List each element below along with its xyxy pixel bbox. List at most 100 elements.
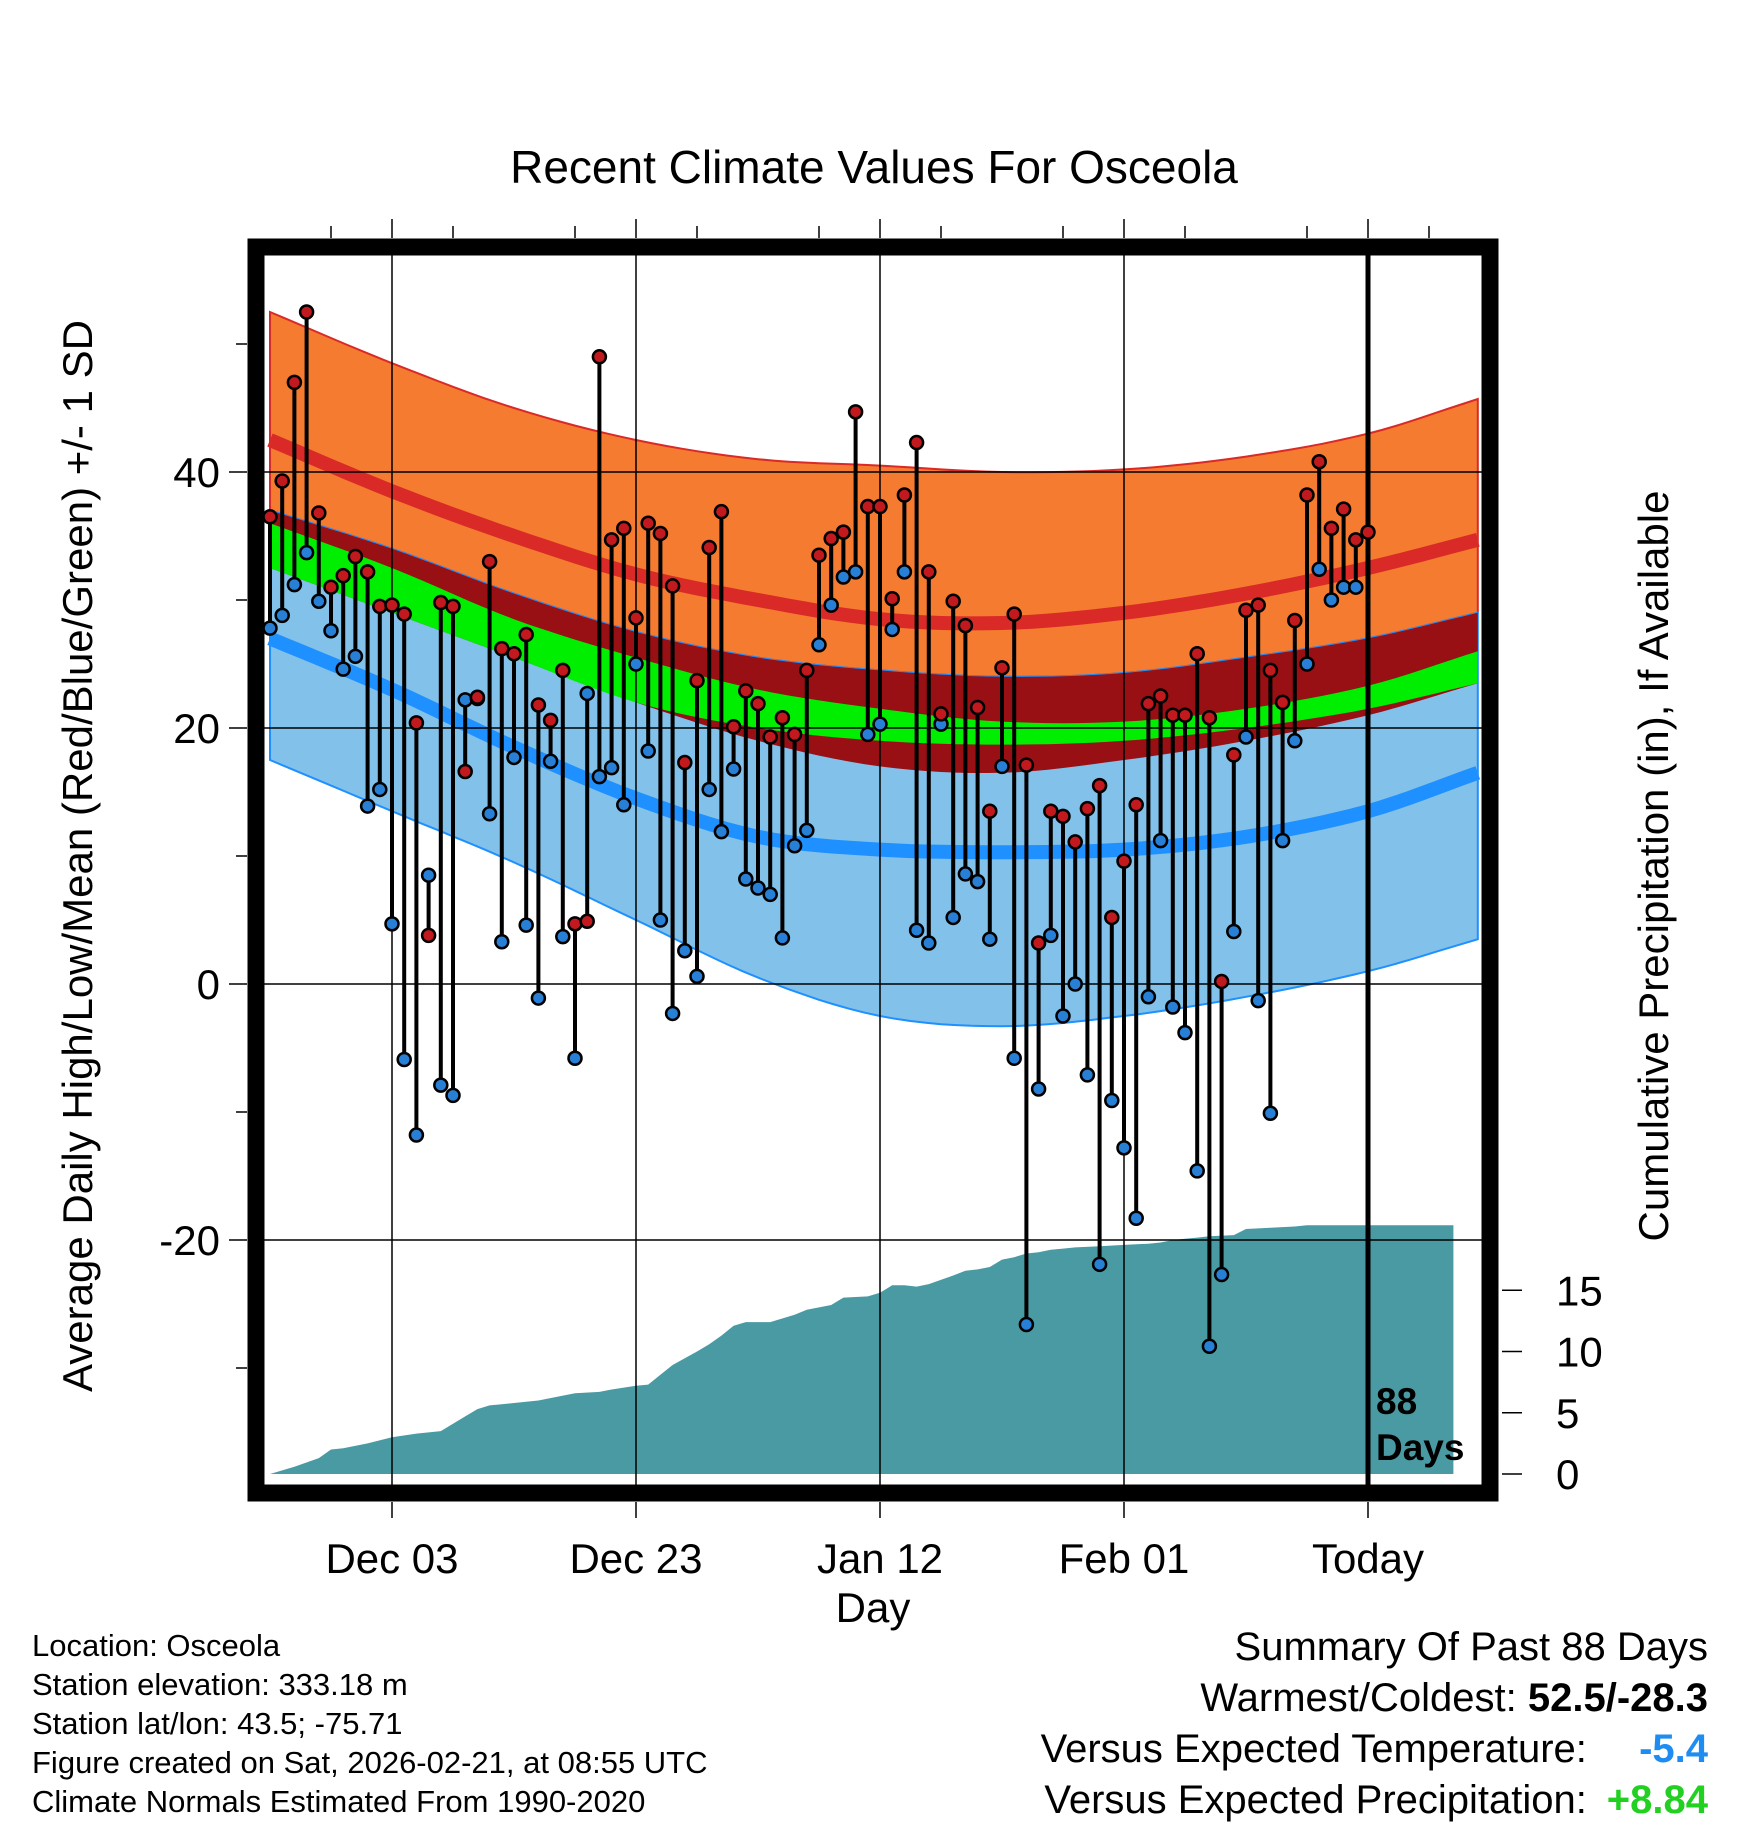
- daily-high-point: [1360, 524, 1376, 540]
- daily-low-point: [957, 866, 974, 882]
- daily-low-point: [1311, 561, 1327, 578]
- daily-high-point: [652, 525, 669, 542]
- daily-high-point: [969, 699, 986, 716]
- daily-high-point: [579, 913, 595, 930]
- daily-high-point: [1177, 707, 1193, 723]
- daily-high-point: [481, 553, 498, 570]
- daily-high-point: [1250, 597, 1266, 613]
- x-tick-label: Jan 12: [817, 1535, 943, 1582]
- daily-high-point: [408, 715, 425, 731]
- daily-low-point: [311, 593, 327, 610]
- daily-high-point: [811, 547, 827, 563]
- daily-low-point: [1201, 1338, 1218, 1354]
- station-latlon: Station lat/lon: 43.5; -75.71: [32, 1706, 403, 1741]
- daily-low-point: [652, 912, 669, 928]
- y-axis-label-left: Average Daily High/Low/Mean (Red/Blue/Gr…: [54, 320, 101, 1392]
- daily-high-point: [262, 509, 278, 525]
- daily-high-point: [1335, 501, 1352, 517]
- daily-high-point: [311, 505, 327, 521]
- warmest-coldest-value: 52.5/-28.3: [1527, 1676, 1708, 1720]
- summary-title: Summary Of Past 88 Days: [1234, 1625, 1708, 1669]
- precip-departure-row: Versus Expected Precipitation: +8.84: [1041, 1775, 1708, 1826]
- daily-low-point: [445, 1087, 461, 1104]
- daily-low-point: [799, 822, 815, 839]
- daily-low-point: [591, 768, 608, 785]
- mean-band: [270, 523, 1478, 745]
- plot-frame: [247, 238, 1499, 1502]
- warmest-coldest-label: Warmest/Coldest:: [1200, 1676, 1517, 1720]
- daily-low-point: [567, 1050, 583, 1066]
- daily-low-point: [811, 637, 827, 653]
- daily-high-point: [982, 803, 998, 819]
- y-tick-label-right: 0: [1556, 1451, 1579, 1498]
- y-axis-label-right: Cumulative Precipitation (in), If Availa…: [1630, 491, 1677, 1242]
- daily-low-point: [847, 564, 864, 580]
- daily-low-point: [1362, 0, 1375, 7]
- daily-low-point: [372, 781, 388, 798]
- daily-low-point: [860, 726, 876, 743]
- y-tick-label-right: 15: [1556, 1267, 1603, 1314]
- daily-low-point: [1213, 1266, 1230, 1283]
- daily-high-point: [457, 763, 473, 780]
- daily-low-point: [969, 873, 986, 890]
- daily-high-point: [1006, 606, 1022, 622]
- temp-departure-label: Versus Expected Temperature:: [1040, 1727, 1587, 1771]
- daily-low-point: [1140, 989, 1157, 1005]
- daily-low-point: [1323, 592, 1340, 608]
- daily-high-point: [1104, 909, 1120, 926]
- precip-departure-value: +8.84: [1606, 1778, 1708, 1822]
- daily-low-point: [518, 917, 534, 933]
- daily-low-point: [274, 607, 290, 624]
- daily-high-point: [774, 710, 791, 726]
- daily-high-point: [1128, 797, 1144, 813]
- daily-high-point: [1323, 520, 1340, 537]
- daily-low-point: [1165, 999, 1181, 1015]
- daily-high-point: [762, 729, 778, 745]
- daily-low-point: [1348, 579, 1364, 595]
- daily-low-point: [542, 753, 559, 770]
- daily-high-point: [555, 662, 571, 679]
- daily-low-point: [530, 990, 547, 1006]
- daily-low-point: [1116, 1140, 1132, 1156]
- chart-title: Recent Climate Values For Osceola: [510, 141, 1238, 193]
- daily-low-point: [1018, 1316, 1035, 1333]
- y-tick-label-left: 0: [197, 961, 220, 1008]
- daily-low-point: [982, 931, 998, 947]
- daily-low-point: [298, 544, 315, 561]
- daily-high-point: [1116, 853, 1132, 869]
- daily-low-point: [823, 597, 839, 613]
- daily-high-point: [701, 539, 717, 556]
- daily-high-point: [1226, 747, 1242, 763]
- daily-high-point: [1274, 694, 1291, 711]
- daily-low-point: [323, 622, 339, 639]
- daily-high-point: [469, 689, 486, 706]
- daily-high-point: [1213, 973, 1230, 990]
- daily-low-point: [384, 916, 400, 932]
- daily-low-point: [1287, 733, 1303, 749]
- daily-low-point: [408, 1127, 425, 1143]
- normals-period: Climate Normals Estimated From 1990-2020: [32, 1784, 646, 1819]
- y-tick-label-right: 10: [1556, 1329, 1603, 1376]
- daily-low-point: [738, 871, 754, 887]
- daily-low-point: [286, 576, 303, 593]
- daily-low-point: [359, 798, 376, 814]
- daily-low-point: [1128, 1210, 1144, 1226]
- daily-high-point: [298, 304, 315, 320]
- daily-low-point: [1189, 1163, 1205, 1179]
- today-days-unit: Days: [1376, 1427, 1464, 1468]
- daily-low-point: [579, 685, 595, 702]
- daily-low-point: [433, 1077, 449, 1093]
- daily-high-point: [994, 660, 1010, 676]
- precip-departure-label: Versus Expected Precipitation:: [1044, 1778, 1587, 1822]
- daily-low-point: [335, 661, 351, 677]
- daily-low-point: [725, 761, 742, 777]
- daily-high-point: [689, 672, 705, 689]
- y-tick-label-left: 40: [173, 449, 220, 496]
- daily-low-point: [1030, 1081, 1047, 1097]
- daily-high-point: [908, 434, 925, 451]
- daily-low-point: [786, 838, 803, 854]
- temp-departure-value: -5.4: [1639, 1727, 1708, 1771]
- daily-high-point: [957, 617, 974, 634]
- x-tick-label: Feb 01: [1059, 1535, 1190, 1582]
- daily-high-point: [664, 578, 681, 594]
